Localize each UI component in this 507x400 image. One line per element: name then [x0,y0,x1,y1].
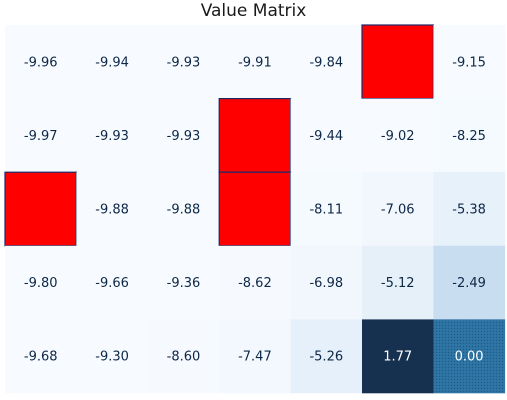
heatmap-cell [433,245,506,320]
cell-value-label: -9.68 [24,350,58,365]
heatmap-cell [290,319,363,394]
cell-value-label: -5.12 [381,276,415,291]
cell-value-label: -9.93 [95,129,129,144]
cell-value-label: -2.49 [452,276,486,291]
cell-value-label: -8.25 [452,129,486,144]
obstacle-cell [361,24,435,100]
cell-value-label: -9.02 [381,129,415,144]
obstacle-cell [218,171,292,247]
cell-value-label: -9.88 [167,203,201,218]
heatmap-cell [433,98,506,173]
heatmap-cell [5,98,77,173]
cell-value-label: 0.00 [455,350,484,365]
cell-value-label: -9.96 [24,55,58,70]
heatmap-cell [362,172,434,247]
cell-value-label: -9.84 [309,55,343,70]
heatmap-cell [5,25,77,99]
cell-value-label: 1.77 [383,350,412,365]
obstacle-cell [4,171,78,247]
heatmap-cell [147,319,220,394]
heatmap-cell [433,25,506,99]
heatmap-cell [147,98,220,173]
goal-cell [433,319,506,394]
heatmap-cell [290,172,363,247]
cell-value-label: -5.26 [309,350,343,365]
heatmap-cell [76,98,149,173]
heatmap-cell [362,98,434,173]
cell-value-label: -9.93 [167,129,201,144]
heatmap-cell [290,245,363,320]
heatmap-cell [147,25,220,99]
cell-value-label: -9.88 [95,203,129,218]
cell-value-label: -5.38 [452,203,486,218]
heatmap-cell [5,245,77,320]
cell-value-label: -9.97 [24,129,58,144]
heatmap-cell [219,25,291,99]
cell-value-label: -9.30 [95,350,129,365]
heatmap-cell [76,245,149,320]
heatmap-cell [290,25,363,99]
cell-value-label: -9.93 [167,55,201,70]
heatmap-cell [76,25,149,99]
cell-value-label: -9.36 [167,276,201,291]
cell-value-label: -8.11 [309,203,343,218]
heatmap-cell [219,319,291,394]
cell-value-label: -9.94 [95,55,129,70]
cell-value-label: -6.98 [309,276,343,291]
heatmap-cell [147,172,220,247]
heatmap-cell [219,245,291,320]
cell-value-label: -9.91 [238,55,272,70]
heatmap-cell [290,98,363,173]
cell-value-label: -9.80 [24,276,58,291]
cell-value-label: -8.60 [167,350,201,365]
heatmap-cell [362,245,434,320]
cell-value-label: -7.47 [238,350,272,365]
cell-value-label: -9.66 [95,276,129,291]
heatmap-cell [5,319,77,394]
heatmap-cell [433,172,506,247]
cell-value-label: -9.15 [452,55,486,70]
cell-value-label: -9.44 [309,129,343,144]
heatmap-cell [362,319,434,394]
cell-value-label: -8.62 [238,276,272,291]
heatmap-cell [147,245,220,320]
cell-value-label: -7.06 [381,203,415,218]
heatmap-cell [76,319,149,394]
obstacle-cell [218,97,292,173]
chart-title: Value Matrix [200,1,307,21]
heatmap-cell [76,172,149,247]
